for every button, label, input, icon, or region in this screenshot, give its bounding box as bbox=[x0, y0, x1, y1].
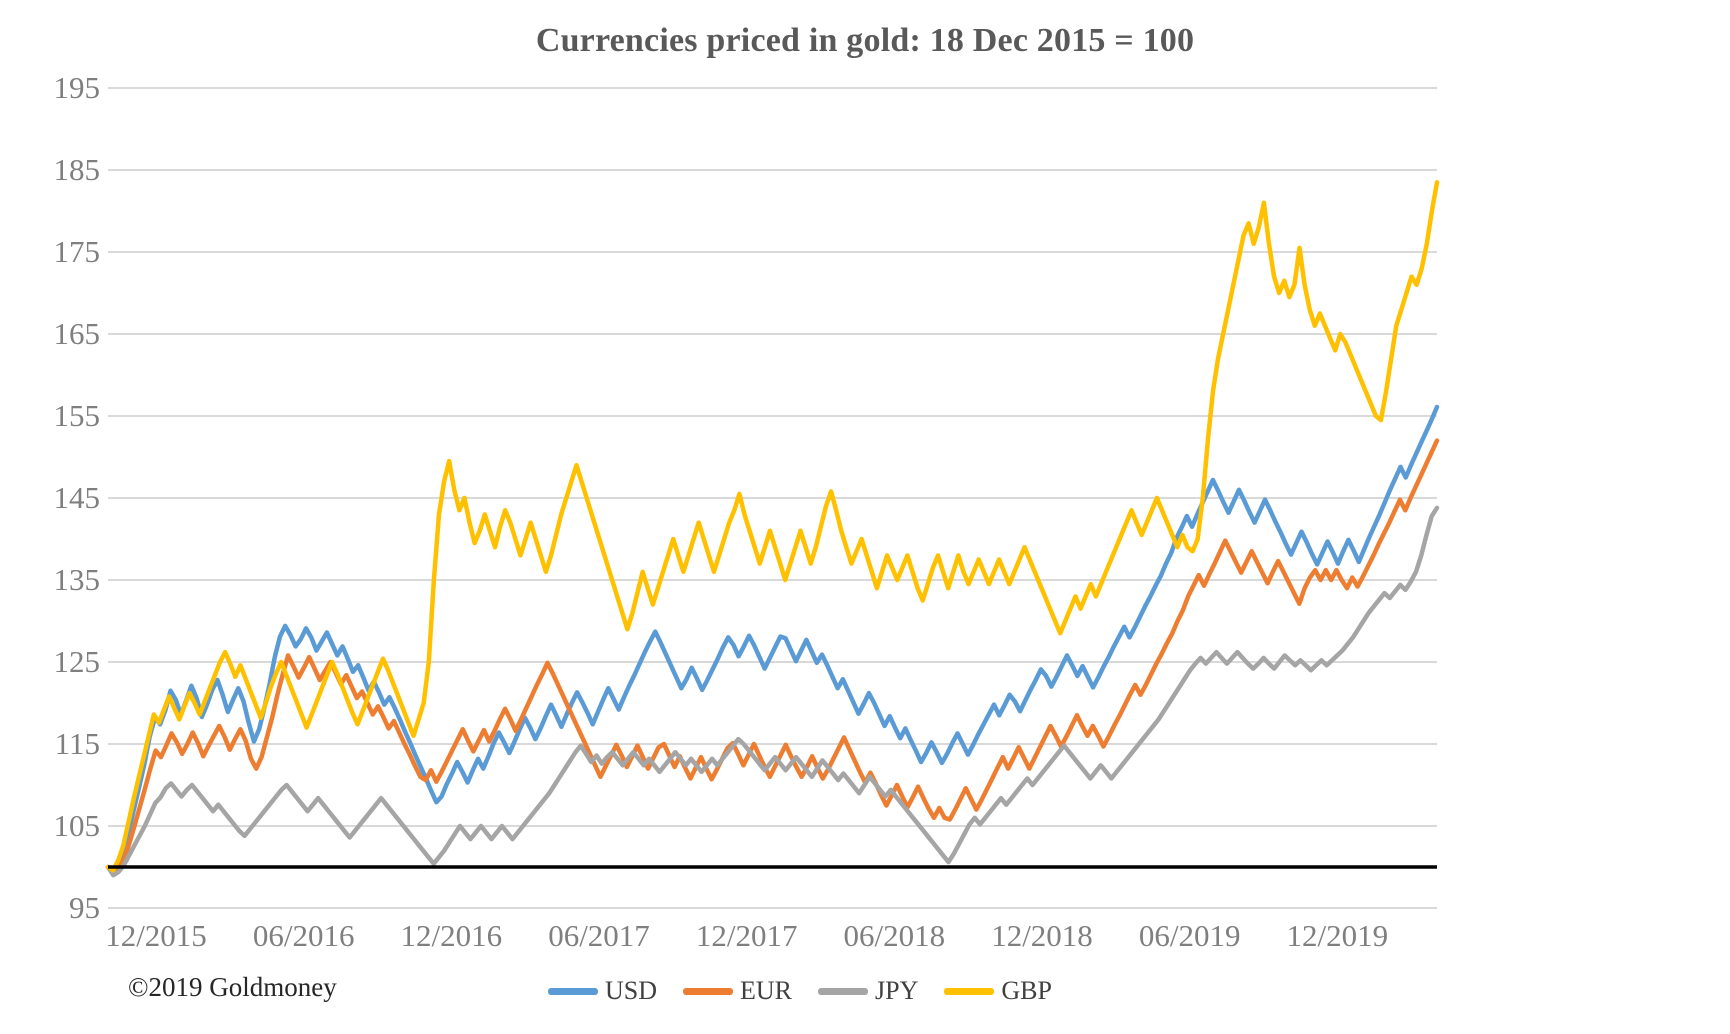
legend-swatch-icon bbox=[944, 987, 995, 995]
legend-label: EUR bbox=[740, 976, 793, 1005]
x-tick-label: 12/2019 bbox=[1286, 918, 1389, 953]
series-line-gbp bbox=[105, 180, 1440, 873]
legend-item-jpy[interactable]: JPY bbox=[818, 978, 918, 1004]
x-tick-label: 06/2018 bbox=[843, 918, 946, 953]
y-tick-label: 175 bbox=[53, 234, 101, 269]
y-tick-label: 185 bbox=[53, 152, 101, 187]
legend-label: JPY bbox=[875, 976, 919, 1005]
x-tick-label: 12/2016 bbox=[400, 918, 503, 953]
legend-item-usd[interactable]: USD bbox=[548, 978, 657, 1004]
y-tick-label: 95 bbox=[69, 890, 100, 925]
x-tick-label: 12/2015 bbox=[105, 918, 207, 953]
y-axis-tick-labels: 95 105 115 125 135 145 155 165 175 185 195 bbox=[25, 0, 101, 1034]
copyright-credit: ©2019 Goldmoney bbox=[128, 972, 337, 1002]
y-tick-label: 125 bbox=[53, 644, 101, 679]
legend-item-eur[interactable]: EUR bbox=[683, 978, 792, 1004]
y-tick-label: 165 bbox=[53, 316, 101, 351]
chart-title: Currencies priced in gold: 18 Dec 2015 =… bbox=[535, 22, 1195, 59]
y-tick-label: 135 bbox=[53, 562, 101, 597]
series-line-usd bbox=[105, 404, 1440, 875]
y-tick-label: 105 bbox=[53, 808, 101, 843]
y-tick-label: 115 bbox=[54, 726, 100, 761]
y-tick-label: 145 bbox=[53, 480, 101, 515]
legend-item-gbp[interactable]: GBP bbox=[944, 978, 1052, 1004]
legend-swatch-icon bbox=[683, 987, 734, 995]
series-line-jpy bbox=[105, 505, 1440, 878]
y-tick-label: 155 bbox=[53, 398, 101, 433]
x-tick-label: 06/2016 bbox=[252, 918, 355, 953]
x-tick-label: 06/2017 bbox=[548, 918, 650, 953]
legend-swatch-icon bbox=[818, 987, 869, 995]
legend-label: USD bbox=[605, 976, 658, 1005]
legend-label: GBP bbox=[1001, 976, 1052, 1005]
x-tick-label: 06/2019 bbox=[1138, 918, 1241, 953]
x-tick-label: 12/2018 bbox=[991, 918, 1093, 953]
y-tick-label: 195 bbox=[53, 70, 101, 105]
x-tick-label: 12/2017 bbox=[695, 918, 798, 953]
legend-swatch-icon bbox=[548, 987, 598, 995]
chart-legend: USD EUR JPY GBP bbox=[548, 978, 1052, 1004]
